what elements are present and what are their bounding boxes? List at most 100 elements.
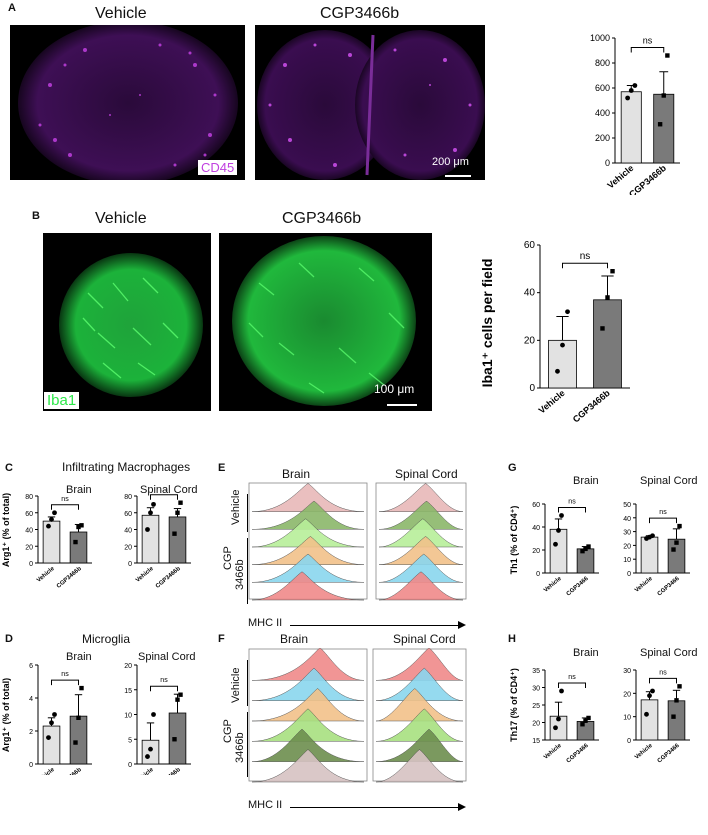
category-label: CGP3466 <box>566 576 591 598</box>
chart-b-iba1: 0 20 40 60 Vehicle CGP3466b ns Iba1⁺ cells per … <box>480 240 630 424</box>
y-tick-label: 800 <box>595 58 610 68</box>
cd45-vehicle-micrograph <box>18 25 238 180</box>
data-point <box>49 517 54 522</box>
panel-f-row1: Vehicle <box>230 667 242 703</box>
category-label: CGP3466b <box>56 566 83 590</box>
panel-e-col1: Brain <box>282 467 311 481</box>
panel-f-row2a: CGP <box>222 719 234 743</box>
significance-label: ns <box>160 490 168 493</box>
bar <box>42 520 61 564</box>
data-point <box>46 523 51 529</box>
panel-g-sub2: Spinal Cord <box>640 475 698 487</box>
panel-label-b: B <box>32 210 40 222</box>
bar <box>640 536 659 574</box>
y-tick-label: 80 <box>124 494 132 501</box>
significance-bracket <box>51 504 79 510</box>
histogram-trace <box>375 648 464 681</box>
panel-f-vehicle-bracket <box>247 660 248 706</box>
y-tick-label: 600 <box>595 83 610 93</box>
category-label: Vehicle <box>634 576 654 594</box>
panel-a-scale-bar <box>445 175 471 177</box>
panel-d-sub1: Brain <box>66 651 92 663</box>
y-tick-label: 20 <box>524 335 536 346</box>
data-point <box>674 698 679 703</box>
y-tick-label: 400 <box>595 108 610 118</box>
significance-bracket <box>51 679 79 686</box>
data-point <box>79 685 84 691</box>
panel-a-treat-image <box>255 25 485 180</box>
panel-a-stain-label: CD45 <box>198 160 238 175</box>
cd45-cgp3466b-micrograph <box>257 30 485 180</box>
data-point <box>556 716 561 722</box>
data-point <box>79 523 84 528</box>
category-label: Vehicle <box>36 767 56 775</box>
y-tick-label: 15 <box>532 738 540 745</box>
bar <box>549 528 568 574</box>
y-axis-label: Th17 (% of CD4⁺) <box>509 668 519 742</box>
data-point <box>665 53 670 58</box>
y-tick-label: 5 <box>128 737 132 744</box>
significance-bracket <box>558 507 586 513</box>
y-tick-label: 60 <box>25 511 33 518</box>
panel-e-x-arrowhead <box>458 621 466 629</box>
panel-a-vehicle-title: Vehicle <box>95 5 147 22</box>
panel-c-sub2: Spinal Cord <box>140 484 198 496</box>
data-point <box>553 541 558 547</box>
data-point <box>145 527 150 532</box>
y-tick-label: 10 <box>124 713 132 720</box>
y-tick-label: 60 <box>124 511 132 518</box>
panel-e-xaxis-label: MHC II <box>248 617 283 629</box>
data-point <box>625 95 631 101</box>
histogram-trace <box>375 667 464 701</box>
category-label: CGP3466b <box>56 767 83 775</box>
chart-h-spinal: 0 10 20 30 Vehicle CGP3466 ns <box>623 668 690 764</box>
significance-label: ns <box>659 669 667 676</box>
data-point <box>560 342 565 348</box>
category-label: CGP3466 <box>657 576 682 598</box>
histogram-trace <box>251 571 365 601</box>
histogram-trace <box>378 571 464 601</box>
significance-label: ns <box>160 677 168 684</box>
panel-label-a: A <box>8 2 16 14</box>
data-point <box>151 501 156 507</box>
bar <box>593 299 622 389</box>
y-tick-label: 2 <box>29 729 33 736</box>
y-tick-label: 40 <box>25 528 33 535</box>
data-point <box>583 718 588 723</box>
data-point <box>661 93 666 98</box>
histogram-trace <box>251 648 365 681</box>
y-tick-label: 0 <box>128 561 132 568</box>
data-point <box>644 711 649 717</box>
bar <box>42 725 61 765</box>
y-tick-label: 80 <box>25 494 33 501</box>
data-point <box>610 269 615 274</box>
data-point <box>650 688 655 694</box>
panel-f-x-arrow <box>290 807 460 808</box>
category-label: CGP3466 <box>566 743 591 765</box>
bar <box>548 339 577 389</box>
histogram-trace <box>378 536 464 565</box>
significance-bracket <box>562 262 608 269</box>
y-tick-label: 0 <box>627 571 631 578</box>
y-tick-label: 60 <box>532 502 540 509</box>
data-point <box>178 500 183 505</box>
category-label: CGP3466b <box>155 566 182 590</box>
data-point <box>583 546 588 552</box>
y-tick-label: 40 <box>532 525 540 532</box>
histogram-trace <box>251 728 365 762</box>
category-label: CGP3466b <box>627 163 668 195</box>
y-tick-label: 0 <box>529 383 535 394</box>
panel-b-scale-label: 100 μm <box>374 382 415 396</box>
histogram-trace <box>375 749 464 783</box>
y-tick-label: 20 <box>532 548 540 555</box>
y-tick-label: 40 <box>124 528 132 535</box>
panel-c-title: Infiltrating Macrophages <box>62 460 191 474</box>
panel-label-d: D <box>5 633 13 645</box>
panel-b-treat-title: CGP3466b <box>282 210 362 227</box>
significance-label: ns <box>580 251 591 262</box>
chart-g-brain: 0 20 40 60 Vehicle CGP3466 ns Th1 (% of CD4⁺) <box>509 499 599 598</box>
y-axis-label: Iba1⁺ cells per field <box>480 259 495 388</box>
data-point <box>145 754 150 759</box>
histogram-e-spinal <box>375 482 467 601</box>
